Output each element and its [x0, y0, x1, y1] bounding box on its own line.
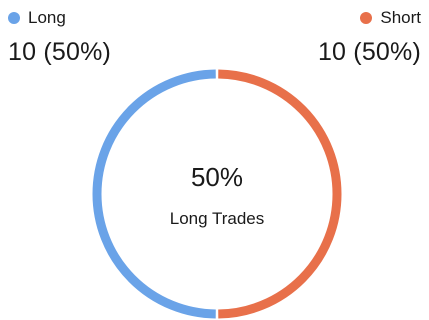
- center-percent: 50%: [191, 162, 243, 192]
- legend-long: Long: [8, 8, 66, 28]
- legend-short-label: Short: [380, 8, 421, 27]
- legend-long-label: Long: [28, 8, 66, 27]
- long-value: 10 (50%): [8, 38, 112, 66]
- donut-slice-short: [218, 69, 342, 319]
- legend-short: Short: [360, 8, 421, 28]
- center-label: Long Trades: [170, 209, 265, 228]
- legend-long-dot: [8, 12, 20, 24]
- donut-slice-long: [92, 69, 216, 319]
- short-value: 10 (50%): [317, 38, 421, 66]
- legend-short-dot: [360, 12, 373, 24]
